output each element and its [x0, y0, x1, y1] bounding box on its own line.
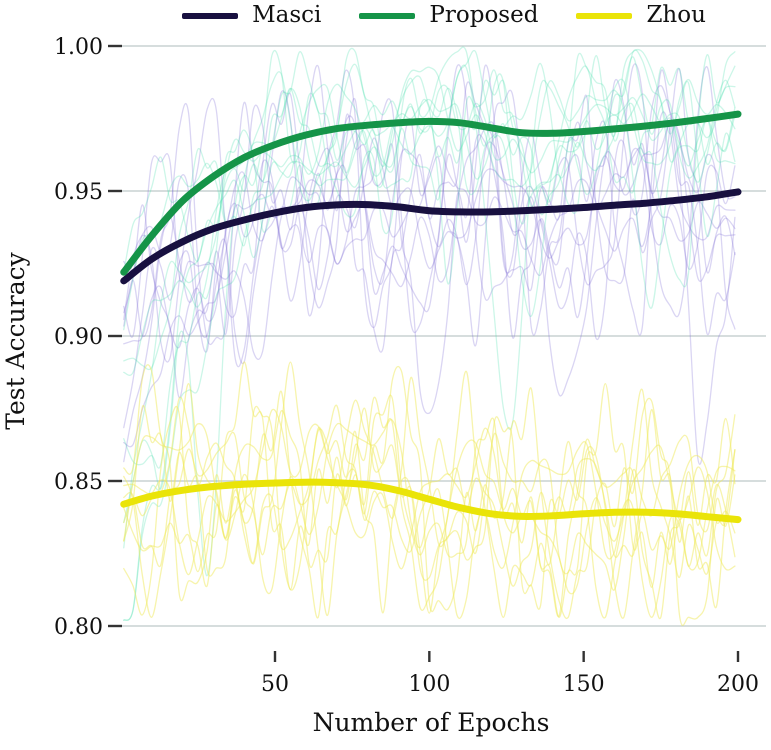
- mean-curves: [120, 110, 742, 524]
- y-tick-label: 0.90: [54, 325, 103, 350]
- run-line-masci: [123, 137, 736, 349]
- mean-curve-proposed: [120, 110, 742, 276]
- x-tick-label: 100: [408, 672, 450, 697]
- run-line-zhou: [123, 394, 736, 620]
- run-line-proposed: [123, 56, 736, 621]
- gridlines: [122, 45, 766, 627]
- chart-legend: Masci Proposed Zhou: [122, 4, 766, 27]
- axis-ticks: 1.00 0.95 0.90 0.85 0.80 50 100 150 200: [54, 35, 759, 697]
- legend-label-proposed: Proposed: [429, 2, 539, 28]
- run-line-masci: [123, 63, 736, 368]
- y-tick-label: 0.85: [54, 470, 103, 495]
- run-line-zhou: [123, 408, 736, 595]
- run-line-zhou: [123, 396, 736, 591]
- legend-line-proposed-icon: [359, 12, 416, 19]
- legend-line-zhou-icon: [576, 12, 633, 19]
- run-line-zhou: [123, 361, 736, 619]
- x-axis-title: Number of Epochs: [313, 708, 550, 737]
- legend-item-proposed: Proposed: [359, 4, 538, 27]
- run-line-zhou: [123, 418, 736, 619]
- run-line-zhou: [123, 361, 736, 618]
- x-tick-label: 150: [563, 672, 605, 697]
- legend-label-masci: Masci: [252, 2, 322, 28]
- y-tick-label: 1.00: [54, 35, 103, 60]
- y-tick-label: 0.80: [54, 615, 103, 640]
- x-tick-label: 50: [261, 672, 289, 697]
- run-line-proposed: [123, 46, 736, 577]
- run-line-masci: [123, 69, 736, 465]
- run-line-masci: [123, 145, 736, 448]
- y-axis-title: Test Accuracy: [1, 251, 30, 429]
- run-line-masci: [123, 111, 736, 429]
- mean-curve-zhou: [120, 478, 742, 524]
- run-line-masci: [123, 115, 736, 463]
- mean-curve-masci: [120, 188, 742, 285]
- run-line-proposed: [123, 49, 736, 285]
- legend-item-masci: Masci: [182, 4, 321, 27]
- legend-item-zhou: Zhou: [576, 2, 706, 28]
- run-line-proposed: [123, 78, 736, 549]
- y-tick-label: 0.95: [54, 180, 103, 205]
- legend-label-zhou: Zhou: [646, 2, 706, 28]
- x-tick-label: 200: [717, 672, 759, 697]
- run-line-masci: [123, 79, 736, 399]
- legend-line-masci-icon: [182, 12, 239, 19]
- run-line-proposed: [123, 84, 736, 621]
- run-line-proposed: [123, 47, 736, 469]
